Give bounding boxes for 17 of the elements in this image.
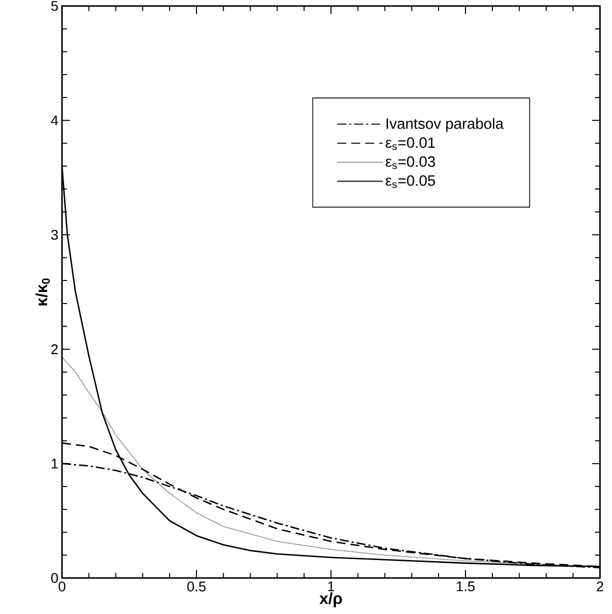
y-tick-label: 5: [51, 1, 58, 11]
x-tick-label: 0.5: [187, 582, 206, 592]
y-tick-label: 1: [52, 458, 58, 468]
x-tick-label: 0: [58, 582, 66, 592]
legend-label: ε$_{s}$=0.03: [386, 156, 435, 170]
x-tick-label: 2: [596, 582, 604, 592]
y-tick-label: 2: [51, 344, 58, 354]
x-tick-label: 1.5: [456, 582, 475, 592]
y-axis-title: κ/κ$_{0}$: [36, 278, 50, 306]
y-tick-label: 0: [51, 573, 58, 583]
x-tick-label: 1: [328, 582, 334, 592]
legend-label: ε$_{s}$=0.05: [386, 175, 436, 188]
y-tick-label: 3: [51, 230, 58, 240]
legend-label: ε$_{s}$=0.01: [386, 137, 435, 150]
x-axis-title: x/ρ: [319, 592, 342, 608]
y-tick-label: 4: [50, 116, 58, 126]
legend-label: Ivantsov parabola: [386, 118, 504, 132]
